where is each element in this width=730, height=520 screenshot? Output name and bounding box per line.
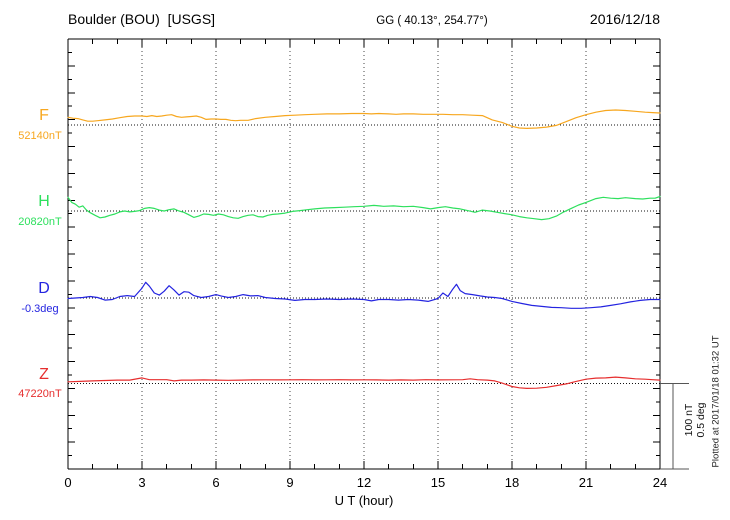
channel-label-Z: Z [39, 366, 49, 383]
x-tick-label: 9 [286, 475, 294, 490]
trace-H [67, 195, 661, 221]
channel-baseline-F: 52140nT [18, 130, 62, 142]
channel-label-H: H [38, 193, 50, 210]
scale-bar-label: 100 nT 0.5 deg [683, 393, 707, 447]
x-axis-title: U T (hour) [334, 493, 394, 508]
scale-bar-label-nt: 100 nT [683, 403, 695, 437]
plotted-at-timestamp: Plotted at 2017/01/18 01:32 UT [710, 335, 722, 468]
scale-bar-label-deg: 0.5 deg [695, 402, 707, 438]
x-tick-label: 15 [430, 475, 446, 490]
channel-baseline-D: -0.3deg [21, 303, 59, 315]
channel-label-D: D [38, 280, 50, 297]
x-tick-label: 12 [356, 475, 372, 490]
observation-date: 2016/12/18 [589, 11, 660, 27]
channel-baseline-H: 20820nT [18, 216, 62, 228]
x-tick-label: 24 [652, 475, 668, 490]
station-title: Boulder (BOU) [USGS] [68, 11, 216, 27]
x-tick-label: 3 [138, 475, 146, 490]
x-tick-label: 18 [504, 475, 520, 490]
trace-Z [67, 376, 661, 389]
trace-D [67, 281, 661, 309]
trace-F [67, 109, 661, 129]
x-tick-label: 6 [212, 475, 220, 490]
x-tick-label: 0 [64, 475, 72, 490]
geographic-coordinates: GG ( 40.13°, 254.77°) [376, 15, 488, 27]
channel-label-F: F [39, 107, 49, 124]
x-tick-label: 21 [578, 475, 594, 490]
channel-baseline-Z: 47220nT [18, 388, 62, 400]
